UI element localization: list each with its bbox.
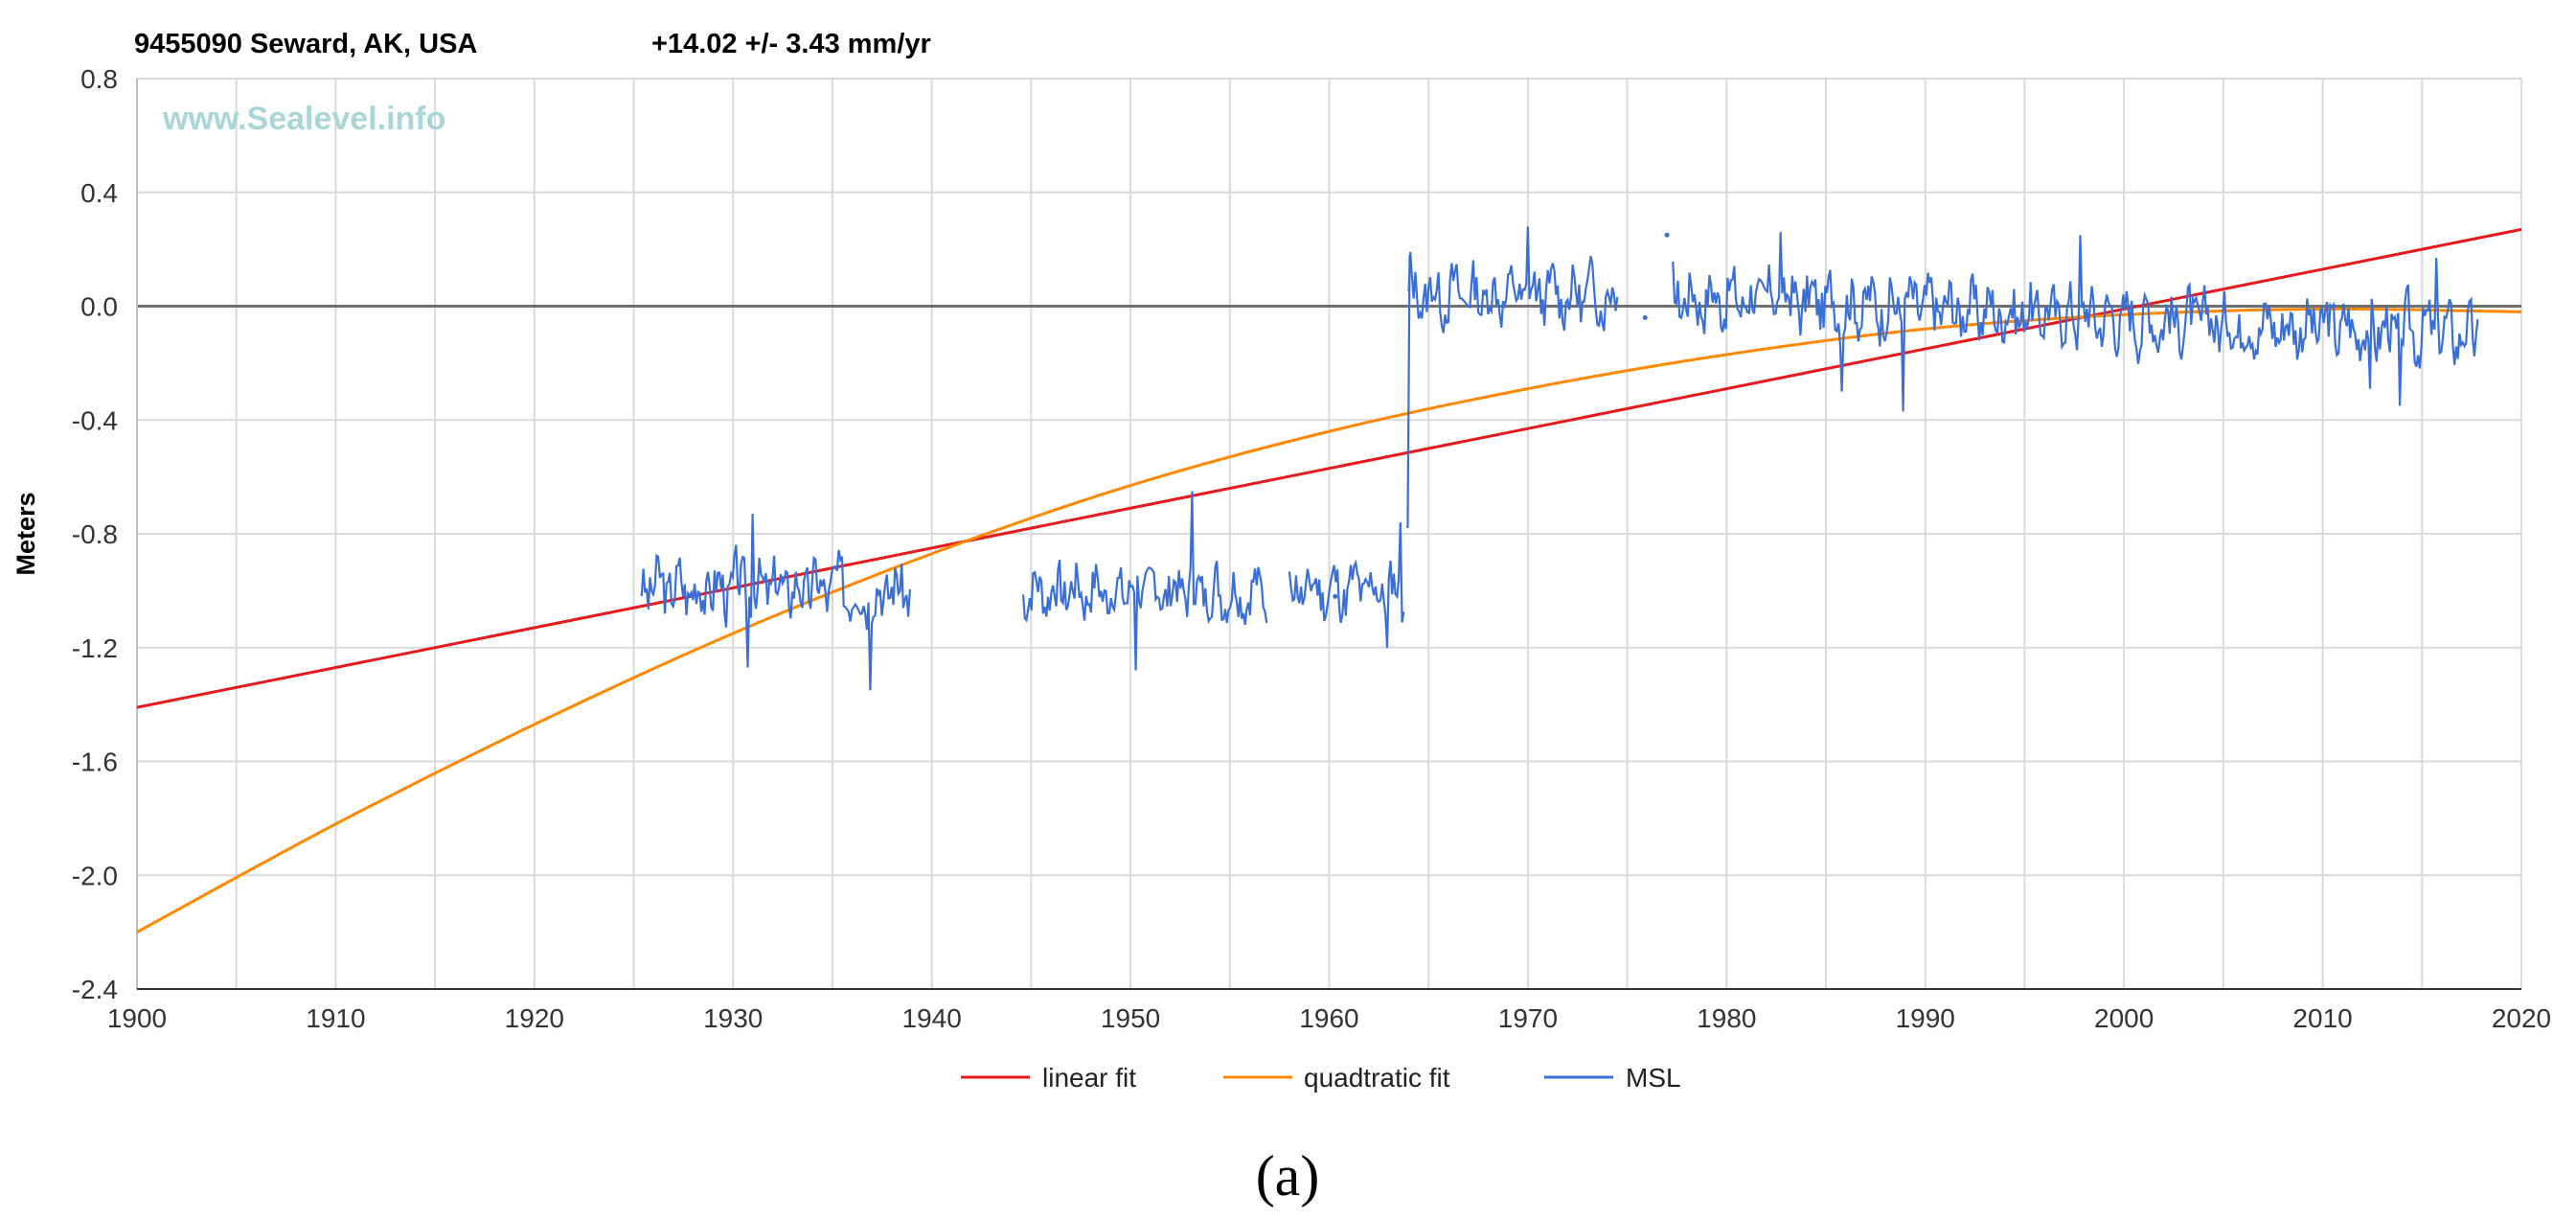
msl-point <box>1333 593 1338 599</box>
msl-point <box>1642 314 1648 320</box>
x-tick-label: 1980 <box>1697 1003 1756 1033</box>
figure-caption: (a) <box>1256 1144 1320 1208</box>
msl-series-segment <box>640 514 911 691</box>
y-axis-label: Meters <box>11 492 40 575</box>
x-tick-labels: 1900 1910 1920 1930 1940 1950 1960 1970 1980 1990… <box>107 1003 2551 1033</box>
x-tick-label: 1930 <box>703 1003 763 1033</box>
x-tick-label: 2020 <box>2492 1003 2551 1033</box>
msl-point <box>1664 232 1670 238</box>
y-tick-label: -2.0 <box>72 861 118 890</box>
y-tick-label: 0.4 <box>80 178 118 208</box>
x-tick-label: 1950 <box>1101 1003 1160 1033</box>
x-tick-label: 1920 <box>505 1003 564 1033</box>
legend-label-linear: linear fit <box>1042 1063 1136 1093</box>
y-tick-label: 0.8 <box>80 64 118 94</box>
chart-grid <box>136 78 2522 990</box>
chart-subtitle: +14.02 +/- 3.43 mm/yr <box>651 29 931 59</box>
y-tick-label: -2.4 <box>72 975 118 1004</box>
y-tick-label: -0.8 <box>72 519 118 549</box>
x-tick-label: 1900 <box>107 1003 167 1033</box>
legend-label-quadratic: quadtratic fit <box>1304 1063 1450 1093</box>
y-tick-label: -1.2 <box>72 633 118 663</box>
legend: linear fit quadtratic fit MSL <box>961 1063 1681 1093</box>
msl-series-segment <box>1672 232 2479 412</box>
msl-jump-1964 <box>1406 255 1411 529</box>
y-tick-labels: 0.8 0.4 0.0 -0.4 -0.8 -1.2 -1.6 -2.0 -2.4 <box>72 64 118 1004</box>
x-tick-label: 2000 <box>2094 1003 2154 1033</box>
chart-title: 9455090 Seward, AK, USA <box>134 29 477 59</box>
y-tick-label: -0.4 <box>72 405 118 435</box>
x-tick-label: 2010 <box>2292 1003 2352 1033</box>
series-group <box>136 226 2522 933</box>
watermark-text: www.Sealevel.info <box>162 101 445 137</box>
x-tick-label: 1970 <box>1498 1003 1558 1033</box>
quadratic-fit-line <box>136 307 2522 933</box>
y-tick-label: 0.0 <box>80 292 118 322</box>
x-tick-label: 1940 <box>902 1003 962 1033</box>
y-tick-label: -1.6 <box>72 748 118 777</box>
x-tick-label: 1960 <box>1299 1003 1358 1033</box>
msl-series-segment <box>1022 491 1268 671</box>
msl-series-segment <box>1407 226 1619 334</box>
legend-label-msl: MSL <box>1626 1063 1681 1093</box>
x-tick-label: 1910 <box>306 1003 365 1033</box>
x-tick-label: 1990 <box>1896 1003 1955 1033</box>
msl-series-segment <box>1288 522 1405 648</box>
